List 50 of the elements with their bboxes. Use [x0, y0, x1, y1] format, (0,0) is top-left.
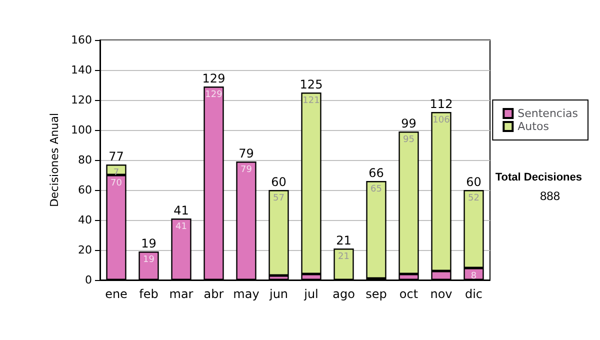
y-tick-label: 100 [71, 124, 92, 136]
x-tick-label: ago [332, 287, 355, 301]
total-label: 77 [108, 150, 124, 164]
y-tick-label: 80 [78, 154, 92, 166]
total-label: 19 [141, 236, 156, 250]
total-label: 99 [401, 116, 416, 130]
x-tick-label: jun [268, 287, 288, 301]
data-label: 95 [403, 135, 414, 145]
x-tick-label: oct [399, 287, 418, 301]
y-tick-label: 120 [71, 94, 92, 106]
x-tick-label: feb [139, 287, 158, 301]
y-tick-label: 40 [78, 214, 92, 226]
data-label: 52 [468, 194, 480, 204]
y-tick-label: 0 [85, 274, 92, 286]
text: Total Decisiones [495, 172, 582, 184]
legend-label: Autos [518, 120, 550, 133]
y-tick-label: 60 [78, 184, 92, 196]
total-label: 60 [271, 175, 286, 189]
data-label: 65 [370, 184, 382, 194]
total-label: 112 [430, 97, 453, 111]
data-label: 19 [143, 255, 155, 265]
total-label: 129 [202, 72, 226, 86]
total-label: 66 [368, 166, 384, 180]
y-tick-label: 160 [71, 34, 92, 46]
x-tick-label: may [233, 287, 260, 301]
data-label: 57 [273, 194, 284, 204]
x-tick-label: ene [105, 287, 128, 301]
text: 888 [540, 189, 560, 203]
x-tick-label: jul [303, 287, 318, 301]
x-tick-label: mar [169, 287, 194, 301]
x-tick-label: sep [366, 287, 387, 301]
legend-label: Sentencias [518, 107, 578, 120]
data-label: 41 [176, 222, 187, 232]
data-label: 106 [432, 116, 450, 126]
data-label: 70 [110, 178, 122, 188]
data-label: 121 [302, 96, 320, 106]
x-tick-label: nov [430, 287, 452, 301]
total-label: 21 [336, 234, 352, 248]
total-label: 60 [466, 175, 482, 189]
total-label: 79 [238, 146, 254, 160]
data-label: 21 [338, 252, 350, 262]
total-label: 41 [174, 204, 189, 218]
total-label: 125 [300, 78, 323, 92]
y-axis-title: Decisiones Anual [48, 112, 62, 208]
x-tick-label: dic [464, 287, 483, 301]
x-tick-label: abr [204, 287, 224, 301]
y-tick-label: 140 [71, 64, 92, 76]
data-label: 79 [240, 165, 252, 175]
y-tick-label: 20 [78, 244, 92, 256]
data-label: 129 [205, 90, 223, 100]
